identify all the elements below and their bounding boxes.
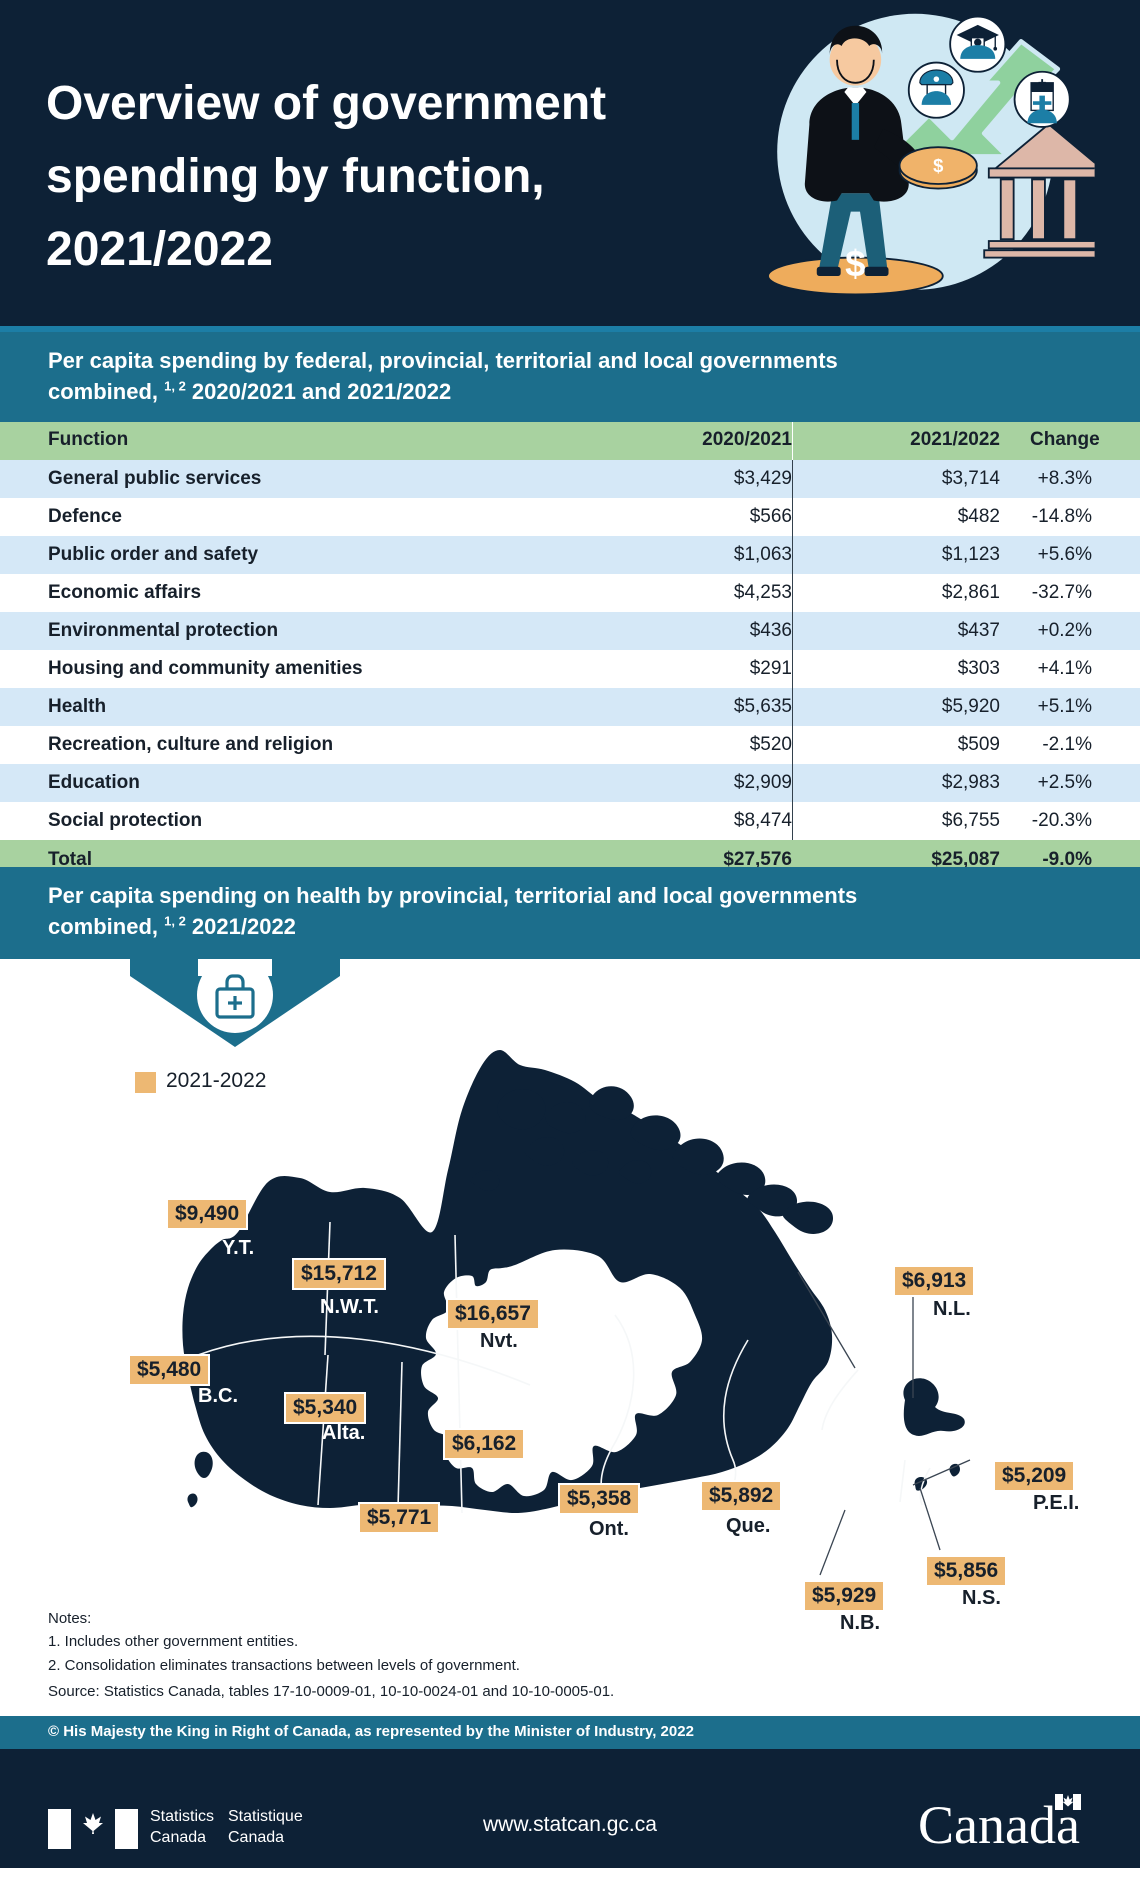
svg-text:$: $ [933,155,943,176]
svg-text:$: $ [845,243,865,284]
